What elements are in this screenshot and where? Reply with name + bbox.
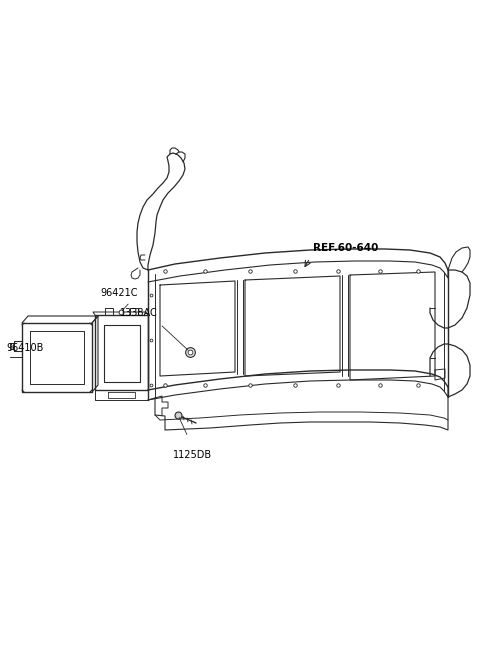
Text: 96410B: 96410B — [6, 343, 43, 353]
Text: 1125DB: 1125DB — [173, 450, 212, 460]
Text: 96421C: 96421C — [100, 288, 137, 298]
Text: REF.60-640: REF.60-640 — [313, 243, 378, 253]
Text: 1338AC: 1338AC — [120, 308, 158, 318]
